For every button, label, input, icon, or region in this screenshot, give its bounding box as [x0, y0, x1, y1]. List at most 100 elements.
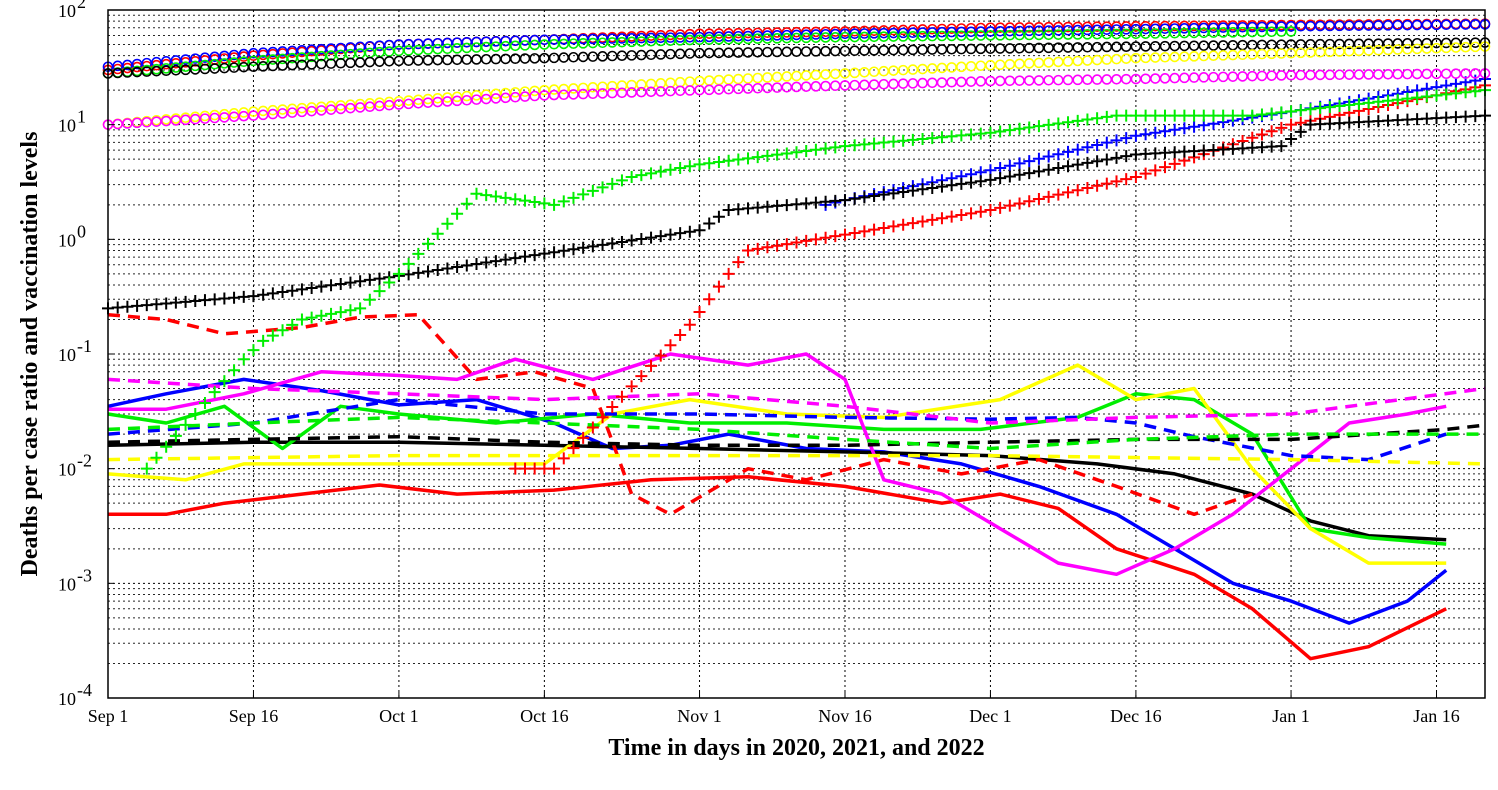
plus-marker — [664, 163, 677, 176]
plus-marker — [1023, 155, 1036, 168]
plus-marker — [460, 197, 473, 210]
plus-marker — [1071, 184, 1084, 197]
circle-marker — [1295, 69, 1307, 81]
circle-marker — [975, 76, 987, 87]
plus-marker — [635, 370, 648, 383]
plus-marker — [596, 181, 609, 194]
circle-marker — [1343, 69, 1355, 80]
circle-marker — [1188, 51, 1200, 62]
plus-marker — [1013, 157, 1026, 170]
plus-marker — [1178, 122, 1191, 135]
circle-marker — [907, 78, 919, 89]
circle-marker — [1033, 75, 1045, 86]
series-dashed-9 — [107, 415, 1485, 451]
plus-marker — [935, 212, 948, 225]
plus-marker — [402, 257, 415, 270]
circle-marker — [345, 57, 356, 69]
series-circle-20 — [102, 41, 1491, 130]
circle-marker — [1111, 74, 1122, 85]
circle-marker — [451, 54, 463, 66]
y-tick-exponent: 2 — [77, 0, 86, 12]
plus-marker — [1275, 140, 1288, 153]
circle-marker — [1217, 71, 1229, 83]
circle-marker — [1334, 69, 1345, 81]
series-line — [108, 352, 1447, 577]
plus-marker — [1081, 141, 1094, 154]
plus-marker — [1120, 150, 1133, 163]
plus-marker — [965, 176, 978, 189]
plus-marker — [1188, 120, 1201, 133]
plus-marker — [344, 276, 357, 289]
plus-marker — [674, 162, 687, 175]
circle-marker — [422, 55, 434, 66]
circle-marker — [762, 72, 773, 83]
x-axis-title: Time in days in 2020, 2021, and 2022 — [608, 735, 984, 761]
circle-marker — [859, 45, 870, 56]
plus-marker — [548, 462, 561, 475]
series-solid-1 — [107, 377, 1448, 625]
circle-marker — [354, 48, 366, 59]
circle-marker — [1179, 72, 1190, 84]
circle-marker — [1353, 69, 1365, 80]
plus-marker — [470, 187, 483, 200]
x-tick-label: Jan 1 — [1272, 706, 1310, 726]
plus-marker — [645, 231, 658, 244]
series-line — [107, 453, 1486, 466]
circle-marker — [674, 48, 686, 60]
circle-marker — [432, 43, 444, 55]
plus-marker — [897, 185, 910, 198]
circle-marker — [1023, 58, 1035, 69]
plus-marker — [548, 246, 561, 259]
circle-marker — [345, 48, 356, 60]
circle-marker — [432, 54, 444, 66]
circle-marker — [800, 70, 812, 81]
plus-marker — [829, 230, 842, 243]
circle-marker — [1140, 41, 1151, 52]
plus-marker — [1285, 132, 1298, 145]
circle-marker — [1014, 42, 1025, 54]
circle-marker — [1411, 68, 1423, 80]
circle-marker — [1023, 75, 1035, 86]
circle-marker — [1179, 51, 1190, 62]
plus-marker — [431, 263, 444, 276]
plus-marker — [1158, 125, 1171, 138]
series-circle-21 — [102, 68, 1491, 130]
plus-marker — [1372, 95, 1385, 108]
plus-marker — [683, 160, 696, 173]
plus-marker — [499, 191, 512, 204]
plus-marker — [732, 256, 745, 269]
plus-marker — [480, 256, 493, 269]
plus-marker — [557, 452, 570, 465]
circle-marker — [859, 67, 870, 78]
circle-marker — [781, 82, 793, 93]
circle-marker — [597, 51, 608, 62]
series-dashed-7 — [107, 397, 1447, 462]
circle-marker — [965, 43, 977, 55]
plus-marker — [1071, 158, 1084, 171]
x-tick-label: Jan 16 — [1413, 706, 1460, 726]
circle-marker — [558, 52, 570, 63]
circle-marker — [965, 61, 977, 72]
plus-marker — [1013, 168, 1026, 181]
plus-marker — [1013, 197, 1026, 210]
plus-marker — [198, 397, 211, 410]
plus-marker — [1275, 121, 1288, 134]
plus-marker — [868, 223, 881, 236]
circle-marker — [1169, 51, 1180, 63]
plus-marker — [809, 143, 822, 156]
circle-marker — [810, 81, 822, 92]
plus-marker — [276, 286, 289, 299]
circle-marker — [1198, 40, 1210, 51]
circle-marker — [829, 80, 841, 92]
circle-marker — [917, 77, 928, 89]
plus-marker — [1168, 123, 1181, 136]
plus-marker — [645, 167, 658, 180]
plus-marker — [1091, 112, 1104, 125]
circle-marker — [1305, 69, 1316, 81]
circle-marker — [1382, 68, 1394, 80]
y-tick-exponent: -2 — [77, 451, 92, 471]
plus-marker — [742, 152, 755, 165]
circle-marker — [1392, 68, 1404, 80]
circle-marker — [597, 88, 608, 99]
circle-marker — [723, 83, 734, 95]
